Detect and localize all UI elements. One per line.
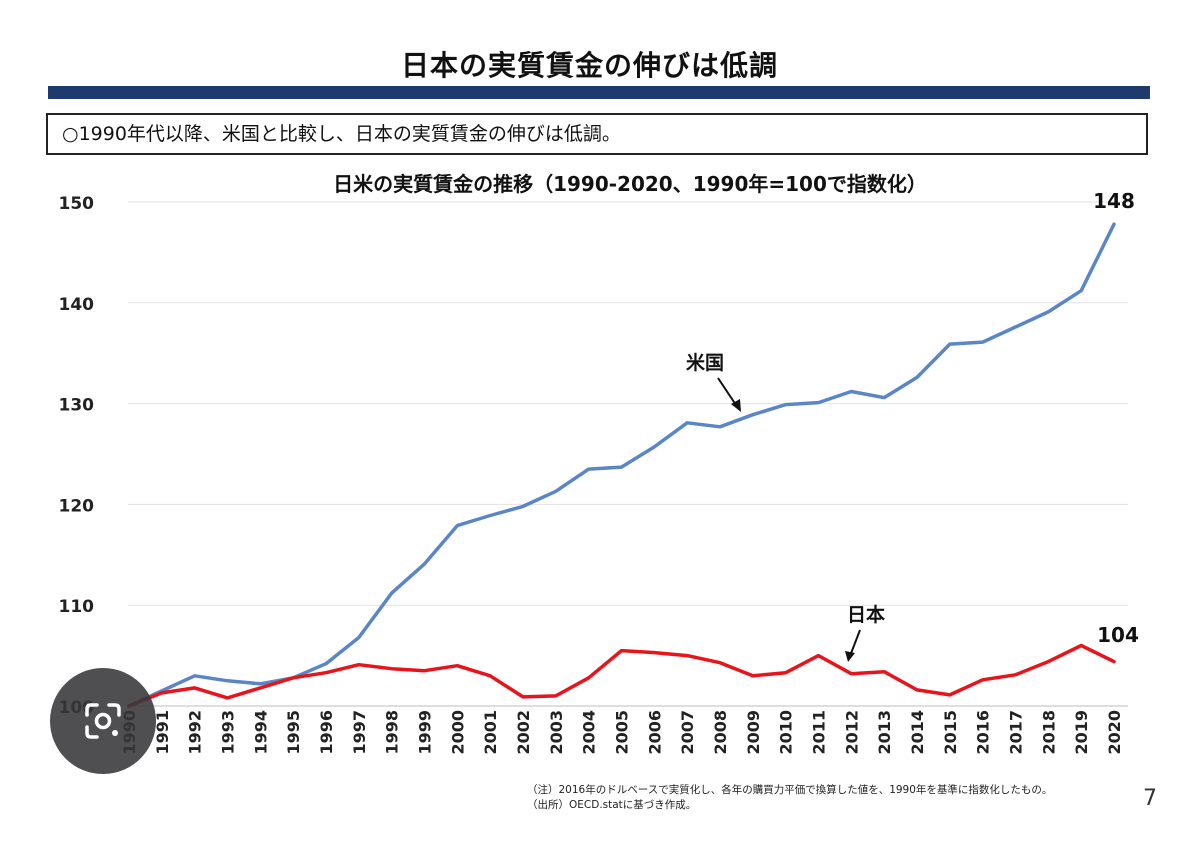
x-tick-label: 2003 bbox=[547, 710, 566, 755]
x-tick-label: 1994 bbox=[251, 710, 270, 755]
footnote-source: （出所）OECD.statに基づき作成。 bbox=[527, 799, 697, 811]
chart-annotations: 米国 日本 148 104 bbox=[686, 189, 1139, 662]
us-end-value: 148 bbox=[1093, 189, 1135, 213]
x-tick-label: 2016 bbox=[974, 710, 993, 755]
x-tick-label: 1999 bbox=[416, 710, 435, 755]
x-tick-label: 2020 bbox=[1105, 710, 1124, 755]
x-tick-label: 2006 bbox=[645, 710, 664, 755]
x-tick-label: 2012 bbox=[842, 710, 861, 755]
camera-search-button[interactable] bbox=[50, 668, 156, 774]
jp-label-arrow bbox=[849, 629, 861, 657]
x-tick-label: 2001 bbox=[481, 710, 500, 755]
summary-box: ○1990年代以降、米国と比較し、日本の実質賃金の伸びは低調。 bbox=[46, 113, 1148, 155]
x-tick-label: 2011 bbox=[810, 710, 829, 755]
x-tick-label: 1991 bbox=[153, 710, 172, 755]
x-tick-label: 2014 bbox=[908, 710, 927, 755]
x-tick-label: 2007 bbox=[678, 710, 697, 755]
chart-title: 日米の実質賃金の推移（1990-2020、1990年=100で指数化） bbox=[333, 172, 927, 196]
y-tick-label: 130 bbox=[59, 396, 95, 416]
x-tick-label: 2010 bbox=[777, 710, 796, 755]
chart-series bbox=[127, 222, 1116, 708]
jp-series-label: 日本 bbox=[847, 603, 885, 626]
x-tick-label: 2017 bbox=[1007, 710, 1026, 755]
y-tick-label: 150 bbox=[59, 194, 95, 214]
x-tick-label: 1993 bbox=[219, 710, 238, 755]
x-tick-label: 2002 bbox=[514, 710, 533, 755]
x-tick-label: 2009 bbox=[744, 710, 763, 755]
page-title: 日本の実質賃金の伸びは低調 bbox=[400, 49, 778, 82]
x-tick-label: 1998 bbox=[383, 710, 402, 755]
y-tick-label: 110 bbox=[59, 597, 95, 617]
jp-end-value: 104 bbox=[1097, 623, 1139, 647]
x-tick-label: 2004 bbox=[580, 710, 599, 755]
x-tick-label: 1997 bbox=[350, 710, 369, 755]
x-tick-label: 1995 bbox=[284, 710, 303, 755]
us-label-arrowhead bbox=[731, 399, 741, 412]
camera-search-icon bbox=[85, 703, 121, 739]
x-tick-label: 2005 bbox=[613, 710, 632, 755]
y-axis: 100110120130140150 bbox=[59, 194, 95, 718]
x-axis: 1990199119921993199419951996199719981999… bbox=[120, 710, 1124, 755]
series-line-japan bbox=[127, 643, 1116, 708]
x-tick-label: 2000 bbox=[448, 710, 467, 755]
x-tick-label: 2018 bbox=[1039, 710, 1058, 755]
jp-label-arrowhead bbox=[845, 651, 855, 662]
us-series-label: 米国 bbox=[686, 351, 724, 374]
chart-grid bbox=[128, 201, 1128, 707]
footnotes: （注）2016年のドルベースで実質化し、各年の購買力平価で換算した値を、1990… bbox=[527, 783, 1052, 813]
x-tick-label: 2008 bbox=[711, 710, 730, 755]
x-tick-label: 1992 bbox=[186, 710, 205, 755]
y-tick-label: 140 bbox=[59, 295, 95, 315]
page-number: 7 bbox=[1143, 786, 1157, 811]
series-line-us bbox=[127, 222, 1116, 708]
footnote-note: （注）2016年のドルベースで実質化し、各年の購買力平価で換算した値を、1990… bbox=[527, 784, 1053, 796]
y-tick-label: 120 bbox=[59, 496, 95, 516]
x-tick-label: 2019 bbox=[1072, 710, 1091, 755]
title-divider bbox=[48, 86, 1150, 99]
x-tick-label: 2013 bbox=[875, 710, 894, 755]
x-tick-label: 2015 bbox=[941, 710, 960, 755]
x-tick-label: 1996 bbox=[317, 710, 336, 755]
